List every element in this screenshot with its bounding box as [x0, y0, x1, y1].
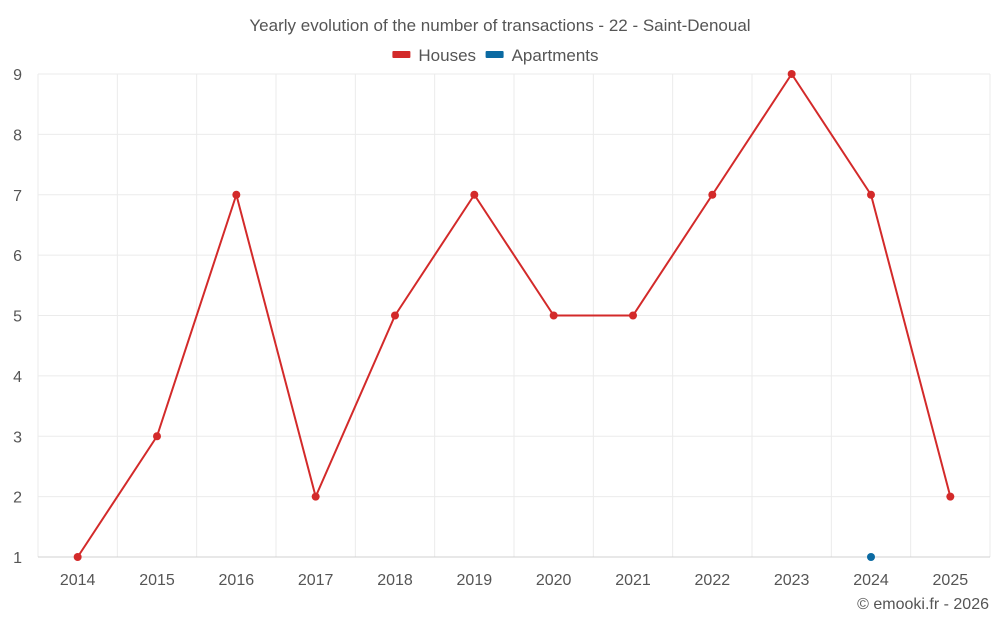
gridlines — [37, 73, 991, 557]
x-tick-label: 2022 — [695, 572, 731, 589]
data-point[interactable] — [311, 492, 320, 501]
series-line — [76, 73, 952, 558]
x-tick-label: 2021 — [615, 572, 651, 589]
y-tick-label: 6 — [13, 248, 22, 265]
data-point[interactable] — [153, 432, 161, 441]
data-point[interactable] — [629, 311, 637, 320]
data-point[interactable] — [232, 190, 241, 199]
x-tick-label: 2017 — [298, 572, 334, 589]
y-tick-label: 1 — [13, 550, 22, 567]
legend: Houses Apartments — [392, 46, 599, 65]
chart-title: Yearly evolution of the number of transa… — [249, 16, 750, 35]
y-tick-label: 3 — [13, 429, 22, 446]
data-point[interactable] — [867, 190, 875, 199]
x-tick-label: 2023 — [774, 572, 810, 589]
x-tick-label: 2015 — [139, 572, 175, 589]
y-tick-label: 8 — [13, 127, 22, 144]
x-tick-label: 2016 — [219, 572, 255, 589]
x-tick-label: 2018 — [377, 572, 413, 589]
legend-swatch — [485, 51, 504, 58]
data-point[interactable] — [708, 190, 717, 199]
data-point[interactable] — [73, 553, 82, 561]
copyright-footer: © emooki.fr - 2026 — [857, 596, 989, 613]
y-tick-label: 7 — [13, 188, 22, 205]
legend-item[interactable]: Apartments — [485, 46, 599, 65]
y-tick-label: 4 — [13, 369, 22, 386]
data-point[interactable] — [946, 492, 955, 501]
series-layer — [73, 70, 955, 561]
x-axis: 2014 2015 2016 2017 2018 2019 2020 2021 2022 2023… — [38, 556, 990, 589]
series-apartments — [867, 553, 875, 561]
legend-label: Houses — [418, 46, 476, 65]
data-point[interactable] — [549, 311, 558, 320]
data-point[interactable] — [391, 311, 399, 320]
series-houses — [73, 70, 955, 561]
legend-swatch — [392, 51, 411, 58]
legend-label: Apartments — [512, 46, 599, 65]
x-tick-label: 2014 — [60, 572, 96, 589]
x-tick-label: 2025 — [933, 572, 969, 589]
legend-item[interactable]: Houses — [392, 46, 476, 65]
data-point[interactable] — [470, 190, 479, 199]
data-point[interactable] — [867, 553, 875, 561]
data-point[interactable] — [787, 70, 796, 78]
y-tick-label: 2 — [13, 490, 22, 507]
x-tick-label: 2019 — [457, 572, 493, 589]
y-axis: 1 2 3 4 5 6 7 8 9 — [13, 67, 22, 567]
x-tick-label: 2024 — [853, 572, 889, 589]
y-tick-label: 5 — [13, 309, 22, 326]
x-tick-label: 2020 — [536, 572, 572, 589]
y-tick-label: 9 — [13, 67, 22, 84]
